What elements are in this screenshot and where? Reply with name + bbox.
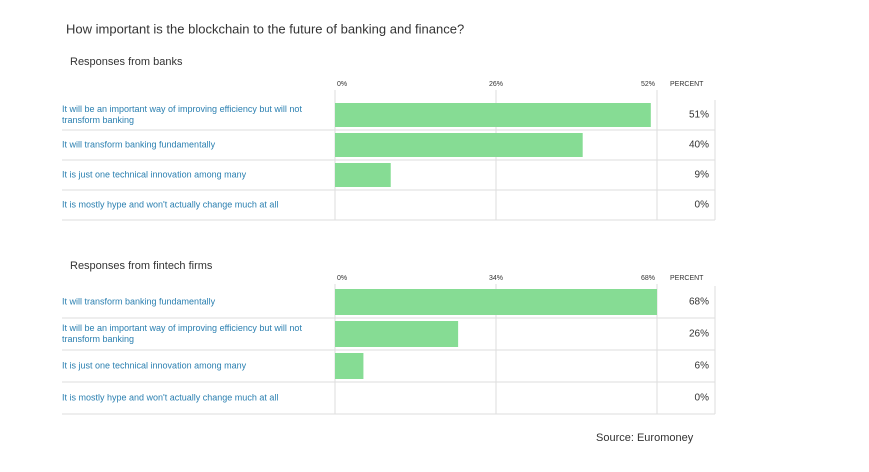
x-tick-label: 0% bbox=[337, 81, 347, 88]
source: Source: Euromoney bbox=[596, 432, 694, 444]
x-tick-label: 26% bbox=[489, 81, 503, 88]
bar bbox=[335, 133, 583, 157]
value-label: 26% bbox=[689, 329, 709, 340]
x-tick-label: 68% bbox=[641, 275, 655, 282]
category-label: It will transform banking fundamentally bbox=[62, 296, 216, 307]
value-label: 40% bbox=[689, 140, 709, 151]
axis-label: PERCENT bbox=[670, 81, 704, 88]
panel-subtitle: Responses from fintech firms bbox=[70, 260, 213, 272]
category-label: It is mostly hype and won't actually cha… bbox=[62, 199, 279, 210]
value-label: 51% bbox=[689, 110, 709, 121]
axis-label: PERCENT bbox=[670, 275, 704, 282]
x-tick-label: 0% bbox=[337, 275, 347, 282]
bar bbox=[335, 163, 391, 187]
value-label: 0% bbox=[695, 200, 710, 211]
category-label: It will transform banking fundamentally bbox=[62, 139, 216, 150]
panel-subtitle: Responses from banks bbox=[70, 56, 183, 68]
category-label: It will be an important way of improving… bbox=[62, 104, 302, 125]
category-label: It is just one technical innovation amon… bbox=[62, 169, 247, 180]
x-tick-label: 34% bbox=[489, 275, 503, 282]
x-tick-label: 52% bbox=[641, 81, 655, 88]
bar bbox=[335, 353, 364, 379]
bar bbox=[335, 103, 651, 127]
category-label: It is just one technical innovation amon… bbox=[62, 360, 247, 371]
value-label: 6% bbox=[695, 361, 710, 372]
value-label: 68% bbox=[689, 297, 709, 308]
bar bbox=[335, 321, 459, 347]
value-label: 0% bbox=[695, 393, 710, 404]
category-label: It is mostly hype and won't actually cha… bbox=[62, 392, 279, 403]
value-label: 9% bbox=[695, 170, 710, 181]
chart-title: How important is the blockchain to the f… bbox=[66, 21, 464, 36]
bar bbox=[335, 289, 657, 315]
category-label: It will be an important way of improving… bbox=[62, 323, 302, 344]
